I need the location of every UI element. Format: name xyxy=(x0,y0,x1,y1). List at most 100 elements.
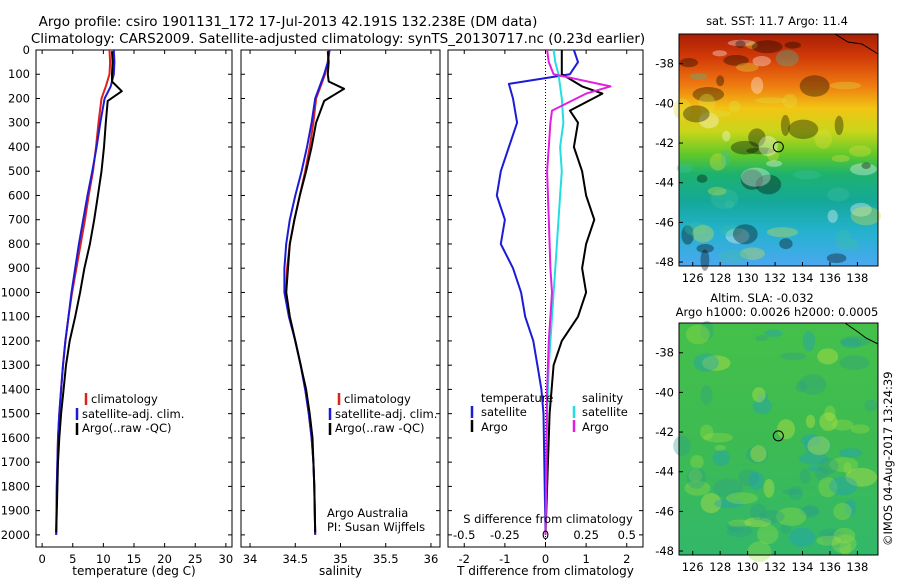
map-texture-blob xyxy=(780,523,791,535)
map-texture-blob xyxy=(822,531,851,548)
map-texture-blob xyxy=(839,336,871,347)
map-texture-blob xyxy=(745,445,769,464)
map-texture-blob xyxy=(824,405,836,422)
map-texture-blob xyxy=(766,227,799,238)
map-texture-blob xyxy=(748,128,766,147)
y-tick-label: 1100 xyxy=(1,310,30,324)
copyright-stamp: ©IMOS 04-Aug-2017 13:24:39 xyxy=(881,371,895,546)
x-tick-label: 36 xyxy=(424,552,439,566)
y-tick-label: 1700 xyxy=(1,455,30,469)
temperature-panel: 0100200300400500600700800900100011001200… xyxy=(1,43,233,578)
x-tick-label: 10 xyxy=(96,552,111,566)
map-x-tick-label: 126 xyxy=(682,271,704,285)
map-texture-blob xyxy=(784,41,801,49)
map-texture-blob xyxy=(700,249,710,271)
series-line-salinity-argo xyxy=(544,49,612,535)
legend-label-satellite: satellite-adj. clim. xyxy=(335,407,437,421)
y-tick-label: 0 xyxy=(23,43,30,57)
map-texture-blob xyxy=(844,499,857,516)
legend-label-satellite: satellite-adj. clim. xyxy=(82,407,184,421)
y-tick-label: 100 xyxy=(8,67,30,81)
legend-label-climatology: climatology xyxy=(344,392,411,406)
map-texture-blob xyxy=(673,98,692,120)
s-difference-tick-label: 0.5 xyxy=(618,528,636,542)
map-texture-blob xyxy=(763,479,775,498)
y-tick-label: 700 xyxy=(8,213,30,227)
x-tick-label: 0 xyxy=(542,552,549,566)
map-texture-blob xyxy=(712,449,730,466)
map-texture-blob xyxy=(801,505,820,518)
s-difference-tick-label: -0.25 xyxy=(490,528,520,542)
map-texture-blob xyxy=(722,130,731,142)
map-texture-blob xyxy=(818,477,838,498)
map-texture-blob xyxy=(707,186,727,196)
difference-legend: temperature satellite Argo salinity sate… xyxy=(470,391,628,434)
salinity-annotation-line1: Argo Australia xyxy=(327,506,408,520)
plot-frame xyxy=(240,49,441,548)
y-tick-label: 1800 xyxy=(1,479,30,493)
y-tick-label: 800 xyxy=(8,237,30,251)
series-line-satellite-adj-clim- xyxy=(55,49,116,535)
map-texture-blob xyxy=(735,40,746,48)
x-tick-label: 30 xyxy=(219,552,234,566)
map-texture-blob xyxy=(802,330,816,352)
sst-map-panel: sat. SST: 11.7 Argo: 11.4 126 128 130 132 13… xyxy=(655,14,882,285)
map-texture-blob xyxy=(779,238,793,250)
map-texture-blob xyxy=(692,87,725,102)
legend-title-salinity: salinity xyxy=(582,391,623,405)
map-texture-blob xyxy=(766,160,783,167)
y-tick-label: 300 xyxy=(8,116,30,130)
legend-label-salinity-argo: Argo xyxy=(582,420,609,434)
map-texture-blob xyxy=(864,399,878,412)
map-x-tick-label: 136 xyxy=(819,560,841,574)
map-texture-blob xyxy=(692,224,714,243)
legend-label-temperature-argo: Argo xyxy=(481,420,508,434)
map-texture-blob xyxy=(861,162,871,169)
y-tick-label: 400 xyxy=(8,140,30,154)
series-line-temperature-argo xyxy=(544,50,604,535)
map-x-tick-label: 130 xyxy=(737,560,759,574)
map-texture-blob xyxy=(816,535,842,546)
map-texture-blob xyxy=(758,136,778,157)
map-y-tick-label: -42 xyxy=(655,425,674,439)
map-texture-blob xyxy=(720,225,742,237)
map-texture-blob xyxy=(839,355,870,370)
map-texture-blob xyxy=(686,467,707,489)
map-texture-blob xyxy=(764,329,783,338)
s-difference-tick-label: -0.5 xyxy=(453,528,475,542)
map-texture-blob xyxy=(684,222,707,236)
difference-panel: -2 -1 0 1 2T difference from climatology xyxy=(447,49,644,578)
x-axis-label: T difference from climatology xyxy=(456,564,634,578)
map-texture-blob xyxy=(798,452,829,465)
map-texture-blob xyxy=(738,469,760,487)
y-tick-label: 900 xyxy=(8,261,30,275)
y-tick-label: 1000 xyxy=(1,285,30,299)
map-texture-blob xyxy=(693,353,719,372)
x-axis-label: salinity xyxy=(319,564,362,578)
map-texture-blob xyxy=(838,448,863,458)
map-x-tick-label: 138 xyxy=(846,271,868,285)
legend-label-temperature-satellite: satellite xyxy=(481,405,527,419)
x-axis-label: temperature (deg C) xyxy=(72,564,195,578)
map-texture-blob xyxy=(804,436,831,456)
map-y-tick-label: -42 xyxy=(655,136,674,150)
map-texture-blob xyxy=(714,498,744,509)
map-texture-blob xyxy=(700,424,714,440)
map-texture-blob xyxy=(850,424,870,434)
map-texture-blob xyxy=(799,506,819,517)
map-texture-blob xyxy=(756,392,769,402)
y-tick-label: 200 xyxy=(8,91,30,105)
map-y-tick-label: -48 xyxy=(655,544,674,558)
map-x-tick-label: 134 xyxy=(792,271,814,285)
map-texture-blob xyxy=(840,338,862,349)
temperature-legend: climatology satellite-adj. clim. Argo(..… xyxy=(75,392,184,435)
map-texture-blob xyxy=(755,97,787,104)
map-texture-blob xyxy=(805,414,816,428)
sla-map-axes: 126 128 130 132 134 136 138 -38 -40 -42 -44 -46 -48 xyxy=(655,346,868,574)
salinity-legend: climatology satellite-adj. clim. Argo(..… xyxy=(327,392,437,534)
map-texture-blob xyxy=(835,229,852,251)
map-texture-blob xyxy=(723,55,749,66)
map-texture-blob xyxy=(689,73,708,80)
y-tick-label: 1300 xyxy=(1,358,30,372)
legend-label-salinity-satellite: satellite xyxy=(582,405,628,419)
